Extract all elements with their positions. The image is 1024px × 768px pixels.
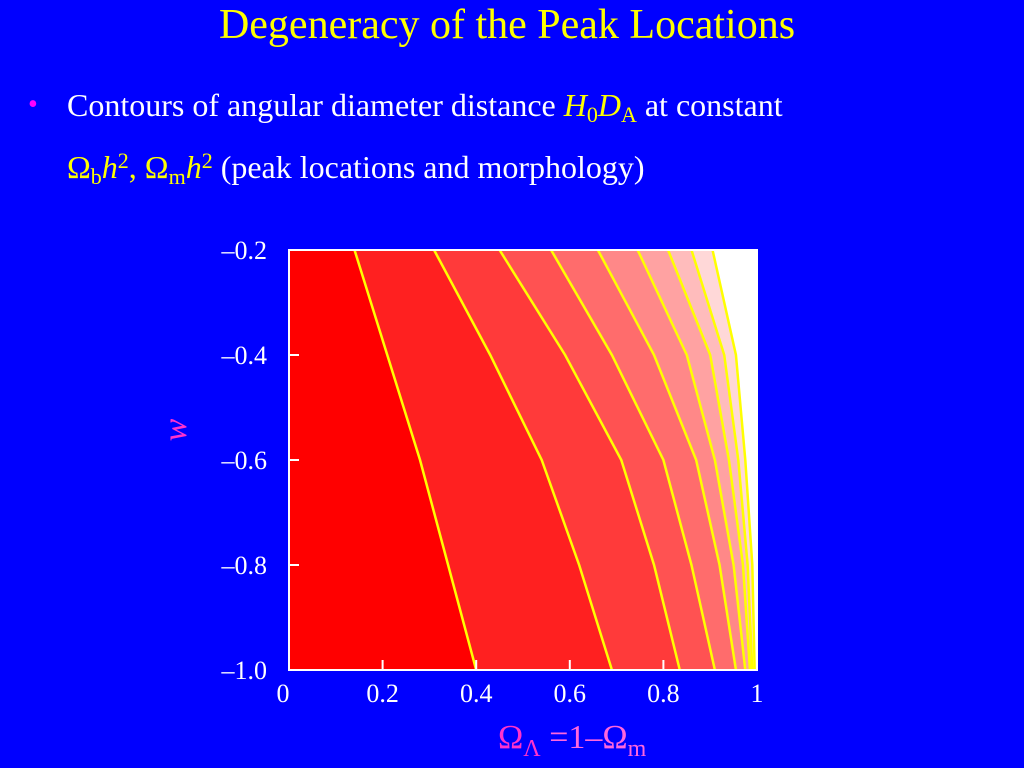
- contour-line: [549, 249, 717, 671]
- x-tick-label: 0.8: [647, 679, 680, 708]
- contour-line: [432, 249, 614, 671]
- x-axis-label-part: Λ: [523, 736, 541, 762]
- text: h: [101, 149, 118, 185]
- x-tick-label: 0.2: [366, 679, 399, 708]
- x-tick-label: 1: [751, 679, 764, 708]
- text: 0: [586, 102, 598, 127]
- text: H: [563, 87, 587, 123]
- text: Ω: [67, 149, 91, 185]
- contour-line: [666, 249, 752, 671]
- contour-line: [498, 249, 681, 671]
- text: b: [90, 164, 102, 189]
- y-axis-label: w: [157, 418, 194, 441]
- text: h: [185, 149, 202, 185]
- x-axis-label-part: =1–Ω: [541, 719, 628, 756]
- text: Contours of angular diameter distance: [67, 87, 564, 123]
- x-axis-label-part: Ω: [498, 719, 523, 756]
- bullet-line: Ωbh2, Ωmh2 (peak locations and morpholog…: [67, 138, 783, 200]
- bullet-text: Contours of angular diameter distance H0…: [67, 82, 783, 200]
- x-tick-label: 0.4: [460, 679, 493, 708]
- contour-line: [690, 249, 754, 671]
- y-tick-label: –0.6: [221, 446, 268, 475]
- bullet-line: Contours of angular diameter distance H0…: [67, 82, 783, 138]
- text: A: [620, 102, 637, 127]
- contour-line: [636, 249, 747, 671]
- contour-line: [711, 249, 756, 671]
- text: , Ω: [128, 149, 169, 185]
- x-tick-label: 0.6: [554, 679, 587, 708]
- text: 2: [117, 148, 129, 173]
- x-tick-label: 0: [277, 679, 290, 708]
- y-tick-label: –0.8: [221, 551, 268, 580]
- bullet-dot: •: [28, 89, 38, 120]
- contour-line: [596, 249, 738, 671]
- text: 2: [201, 148, 213, 173]
- y-tick-label: –1.0: [221, 656, 268, 685]
- y-tick-label: –0.4: [221, 341, 268, 370]
- text: m: [168, 164, 186, 189]
- contour-line: [353, 249, 478, 671]
- slide-title: Degeneracy of the Peak Locations: [219, 2, 795, 48]
- text: D: [597, 87, 621, 123]
- x-axis-label: ΩΛ =1–Ωm: [498, 719, 647, 762]
- x-axis-label-part: m: [628, 736, 647, 762]
- text: at constant: [636, 87, 783, 123]
- y-tick-label: –0.2: [221, 236, 268, 265]
- text: (peak locations and morphology): [212, 149, 645, 185]
